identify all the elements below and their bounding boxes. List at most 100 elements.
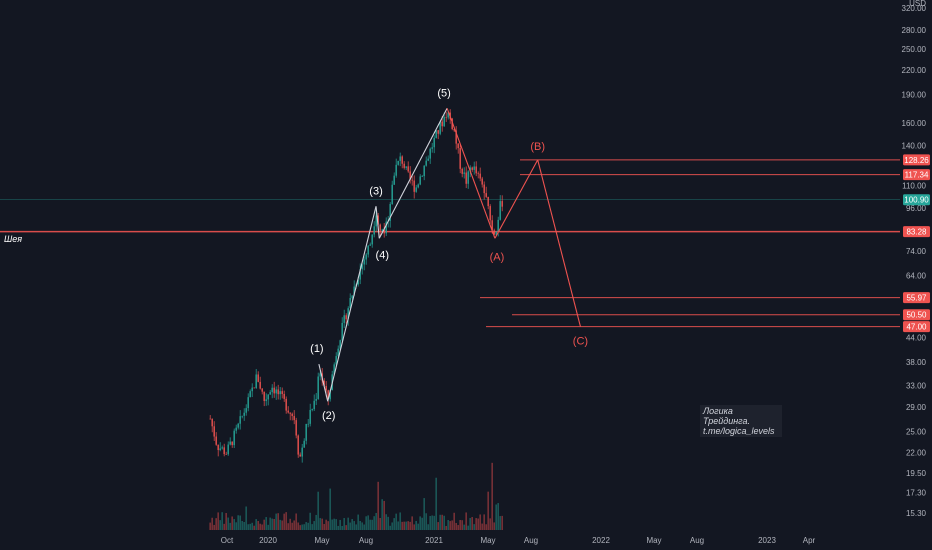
volume-bar xyxy=(453,512,455,530)
volume-bar xyxy=(283,513,285,530)
volume-bar xyxy=(437,522,439,530)
volume-bar xyxy=(217,512,219,530)
volume-bar xyxy=(341,525,343,530)
time-axis[interactable]: Oct 2020 May Aug 2021 May Aug 2022 May Aug 2023 Apr xyxy=(221,536,816,545)
candle xyxy=(223,443,225,457)
candle-body xyxy=(317,376,319,399)
price-tick: 320.00 xyxy=(902,4,927,13)
volume-bar xyxy=(359,520,361,530)
volume-bar xyxy=(293,520,295,530)
volume-bar xyxy=(481,523,483,530)
candle-body xyxy=(353,286,355,296)
candle-body xyxy=(445,117,447,118)
candle xyxy=(473,161,475,175)
volume-bar xyxy=(263,519,265,530)
candle-body xyxy=(293,416,295,421)
candle-body xyxy=(299,454,301,457)
candle xyxy=(457,143,459,154)
candle xyxy=(213,421,215,441)
candle-body xyxy=(427,158,429,161)
volume-bar xyxy=(317,491,319,530)
price-tick: 190.00 xyxy=(902,91,927,100)
candle xyxy=(297,434,299,458)
time-tick: 2023 xyxy=(758,536,776,545)
volume-bar xyxy=(381,499,383,530)
volume-bar xyxy=(387,516,389,530)
candle xyxy=(281,387,283,399)
volume-bar xyxy=(347,517,349,530)
volume-bar xyxy=(431,515,433,530)
candle xyxy=(363,256,365,271)
candle-body xyxy=(287,410,289,413)
candle xyxy=(453,129,455,132)
candle-body xyxy=(467,171,469,184)
price-tag-55.97: 55.97 xyxy=(903,292,930,304)
candle-body xyxy=(215,436,217,445)
candle-body xyxy=(267,394,269,400)
price-tick: 140.00 xyxy=(902,141,927,150)
candle xyxy=(233,428,235,449)
volume-bar xyxy=(403,521,405,530)
candle xyxy=(463,167,465,179)
wave-label: (2) xyxy=(322,410,335,422)
volume-bar xyxy=(325,519,327,530)
volume-bar xyxy=(389,525,391,530)
volume-bar xyxy=(271,518,273,530)
candle xyxy=(385,217,387,237)
price-tag-bg xyxy=(903,194,930,206)
candle xyxy=(219,442,221,452)
price-tick: 22.00 xyxy=(906,449,927,458)
candle-body xyxy=(377,215,379,225)
volume-bar xyxy=(493,522,495,530)
candle-body xyxy=(361,264,363,270)
candle-body xyxy=(257,374,259,382)
candle xyxy=(459,144,461,174)
volume-bar xyxy=(399,512,401,530)
volume-bar xyxy=(491,462,493,530)
volume-bar xyxy=(363,524,365,530)
volume-bar xyxy=(313,521,315,530)
candle xyxy=(401,155,403,169)
candle xyxy=(429,147,431,164)
candle xyxy=(245,404,247,416)
volume-bar xyxy=(499,516,501,530)
volume-bar xyxy=(315,514,317,530)
candle-body xyxy=(497,219,499,232)
volume-bar xyxy=(279,519,281,530)
candle xyxy=(269,390,271,395)
candle-body xyxy=(213,426,215,437)
price-tag-bg xyxy=(903,226,930,238)
volume-bar xyxy=(331,519,333,530)
candle-body xyxy=(409,171,411,180)
price-tag-47.00: 47.00 xyxy=(903,321,930,333)
volume-bar xyxy=(393,518,395,530)
candle xyxy=(479,167,481,182)
candle xyxy=(253,387,255,389)
price-tag-bg xyxy=(903,292,930,304)
volume-bar xyxy=(365,516,367,530)
price-tag-text: 47.00 xyxy=(906,323,927,332)
candle-body xyxy=(303,440,305,448)
volume-bar xyxy=(401,521,403,530)
volume-bar xyxy=(267,524,269,530)
candle xyxy=(273,381,275,398)
candle-body xyxy=(459,148,461,169)
volume-bar xyxy=(463,524,465,530)
candle xyxy=(265,393,267,406)
volume-bar xyxy=(449,521,451,530)
volume-bar xyxy=(345,525,347,530)
wave-segment xyxy=(378,108,448,239)
candle-body xyxy=(405,166,407,168)
candle xyxy=(349,293,351,309)
candle xyxy=(293,410,295,425)
candle-body xyxy=(307,423,309,425)
price-tag-83.28: 83.28 xyxy=(903,226,930,238)
wave-segment xyxy=(446,108,496,239)
candle xyxy=(435,130,437,139)
candle-body xyxy=(289,412,291,414)
volume-bar xyxy=(247,524,249,530)
time-tick: May xyxy=(646,536,661,545)
